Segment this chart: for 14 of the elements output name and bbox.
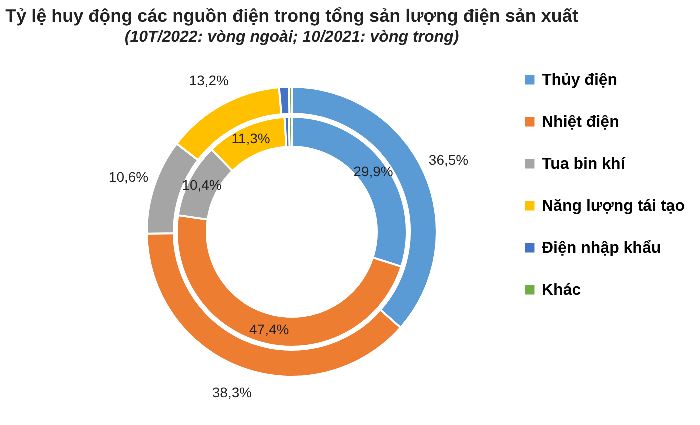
legend-label: Năng lượng tái tạo bbox=[542, 198, 686, 215]
data-label: 10,6% bbox=[108, 168, 149, 185]
data-label: 36,5% bbox=[428, 152, 469, 168]
chart-title: Tỷ lệ huy động các nguồn điện trong tổng sản lượng điện sản xuất bbox=[6, 6, 578, 26]
legend-label: Tua bin khí bbox=[542, 156, 626, 173]
legend-label: Thủy điện bbox=[542, 72, 618, 89]
data-label: 47,4% bbox=[249, 321, 290, 338]
chart-subtitle: (10T/2022: vòng ngoài; 10/2021: vòng trong) bbox=[124, 29, 460, 46]
legend-label: Khác bbox=[542, 282, 582, 299]
legend-label: Nhiệt điện bbox=[542, 114, 620, 131]
data-label: 38,3% bbox=[212, 384, 252, 400]
data-label: 11,3% bbox=[232, 130, 270, 147]
data-label: 13,2% bbox=[189, 72, 229, 88]
legend-label: Điện nhập khẩu bbox=[542, 240, 662, 257]
